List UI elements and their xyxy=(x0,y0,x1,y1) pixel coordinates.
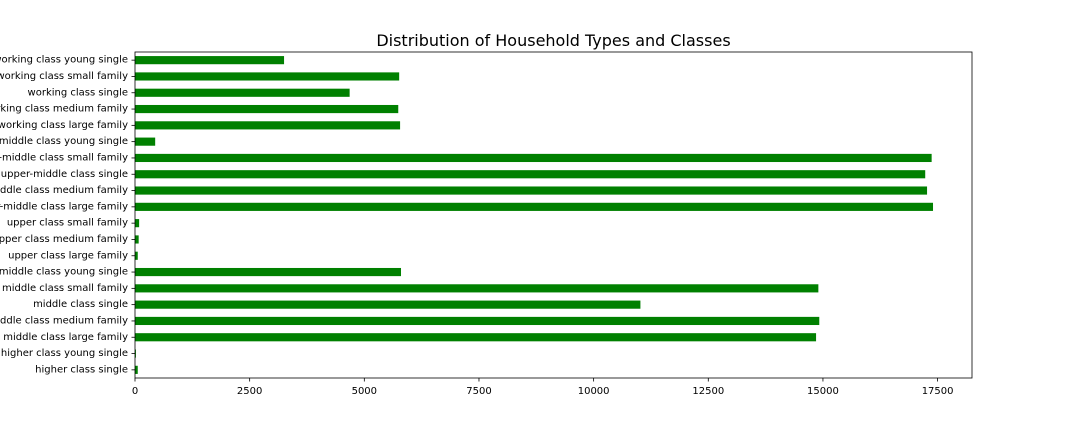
y-tick-label: working class small family xyxy=(0,71,128,82)
x-tick-label: 10000 xyxy=(578,386,610,397)
bar xyxy=(135,235,139,244)
y-tick-label: upper-middle class young single xyxy=(0,136,128,147)
plot-frame xyxy=(134,51,973,379)
x-tick-label: 0 xyxy=(132,386,138,397)
bar xyxy=(135,137,156,146)
bar xyxy=(135,267,402,277)
bar xyxy=(135,153,932,163)
bar xyxy=(135,170,926,179)
bar xyxy=(135,316,820,326)
bar xyxy=(135,104,399,114)
y-tick-label: higher class single xyxy=(35,364,128,375)
y-tick-label: upper-middle class medium family xyxy=(0,185,128,196)
bar xyxy=(135,202,934,211)
bar xyxy=(135,219,140,228)
y-tick-label: upper class large family xyxy=(8,250,128,261)
x-tick-label: 17500 xyxy=(922,386,954,397)
bar xyxy=(135,333,817,342)
x-tick-label: 5000 xyxy=(352,386,377,397)
bar xyxy=(135,284,819,293)
y-tick-label: middle class large family xyxy=(3,332,128,343)
bars-group xyxy=(135,56,934,374)
x-tick-label: 12500 xyxy=(692,386,724,397)
x-tick-label: 15000 xyxy=(807,386,839,397)
bar xyxy=(135,121,401,130)
y-tick-label: working class young single xyxy=(0,55,128,66)
y-tick-label: middle class young single xyxy=(0,267,128,278)
bar xyxy=(135,251,138,260)
bar xyxy=(135,88,350,97)
bar xyxy=(135,186,928,195)
y-tick-label: upper class small family xyxy=(7,218,128,229)
bar xyxy=(135,300,641,309)
y-tick-label: upper-middle class single xyxy=(1,169,128,180)
chart-title: Distribution of Household Types and Clas… xyxy=(376,31,730,50)
y-tick-label: upper-middle class large family xyxy=(0,201,128,212)
bar xyxy=(135,349,136,358)
x-axis: 0 2500 5000 7500 10000 12500 15000 17500 xyxy=(132,378,954,397)
y-tick-label: middle class single xyxy=(33,299,128,310)
bar xyxy=(135,72,400,81)
y-tick-label: higher class young single xyxy=(1,348,128,359)
y-tick-label: working class single xyxy=(28,87,128,98)
bar xyxy=(135,365,138,374)
y-tick-label: working class large family xyxy=(0,120,128,131)
x-tick-label: 7500 xyxy=(466,386,491,397)
bar xyxy=(135,56,285,65)
y-tick-label: middle class small family xyxy=(2,283,128,294)
y-tick-label: upper class medium family xyxy=(0,234,128,245)
y-tick-label: middle class medium family xyxy=(0,315,128,326)
y-tick-label: upper-middle class small family xyxy=(0,152,128,163)
x-tick-label: 2500 xyxy=(237,386,262,397)
y-tick-label: working class medium family xyxy=(0,104,128,115)
y-axis: working class young single working class … xyxy=(0,55,135,375)
